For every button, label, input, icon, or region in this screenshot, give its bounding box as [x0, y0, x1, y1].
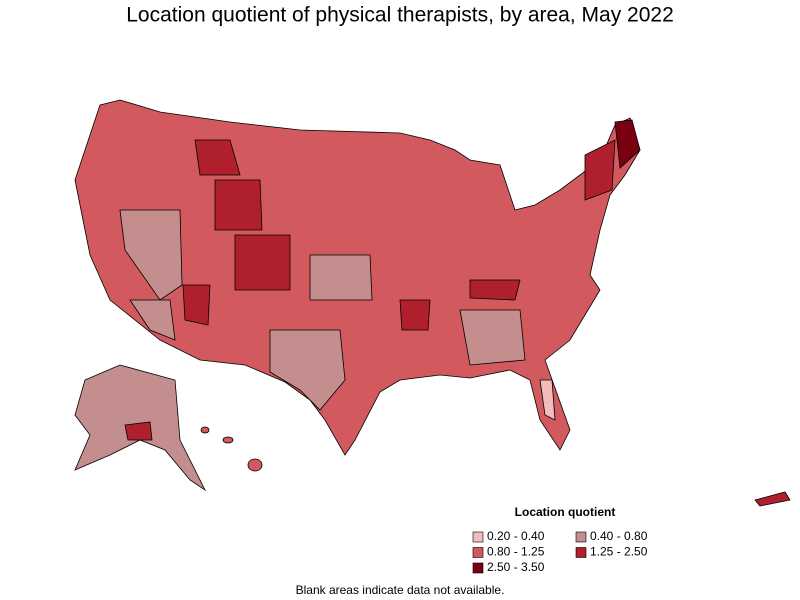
- region: [469, 279, 521, 301]
- region: [459, 309, 526, 366]
- region: [119, 209, 183, 301]
- legend-swatch: [575, 531, 587, 543]
- region: [309, 254, 373, 301]
- hawaii: [247, 458, 263, 472]
- legend-label: 0.20 - 0.40: [487, 529, 545, 543]
- region: [124, 421, 153, 441]
- region: [214, 179, 263, 231]
- region: [399, 299, 431, 331]
- legend: 0.20 - 0.40 0.40 - 0.80 0.80 - 1.25 1.25 - …: [472, 529, 648, 574]
- legend-swatch: [575, 547, 587, 558]
- legend-label: 1.25 - 2.50: [590, 545, 648, 559]
- hawaii: [200, 426, 210, 434]
- footnote: Blank areas indicate data not available.: [296, 583, 505, 597]
- region: [182, 284, 211, 326]
- legend-title: Location quotient: [515, 505, 616, 519]
- region: [129, 299, 176, 341]
- region: [234, 234, 291, 291]
- legend-swatch: [472, 562, 484, 574]
- puerto-rico: [754, 491, 791, 507]
- us-map: [74, 99, 791, 507]
- region: [269, 329, 346, 411]
- region: [584, 139, 616, 201]
- title: Location quotient of physical therapists…: [126, 4, 674, 27]
- legend-swatch: [472, 531, 484, 543]
- region: [194, 139, 241, 176]
- region: [614, 119, 641, 169]
- hawaii: [222, 436, 234, 444]
- legend-label: 0.40 - 0.80: [590, 529, 648, 543]
- region: [539, 379, 556, 421]
- legend-label: 0.80 - 1.25: [487, 545, 545, 559]
- legend-label: 2.50 - 3.50: [487, 560, 545, 574]
- legend-swatch: [472, 547, 484, 558]
